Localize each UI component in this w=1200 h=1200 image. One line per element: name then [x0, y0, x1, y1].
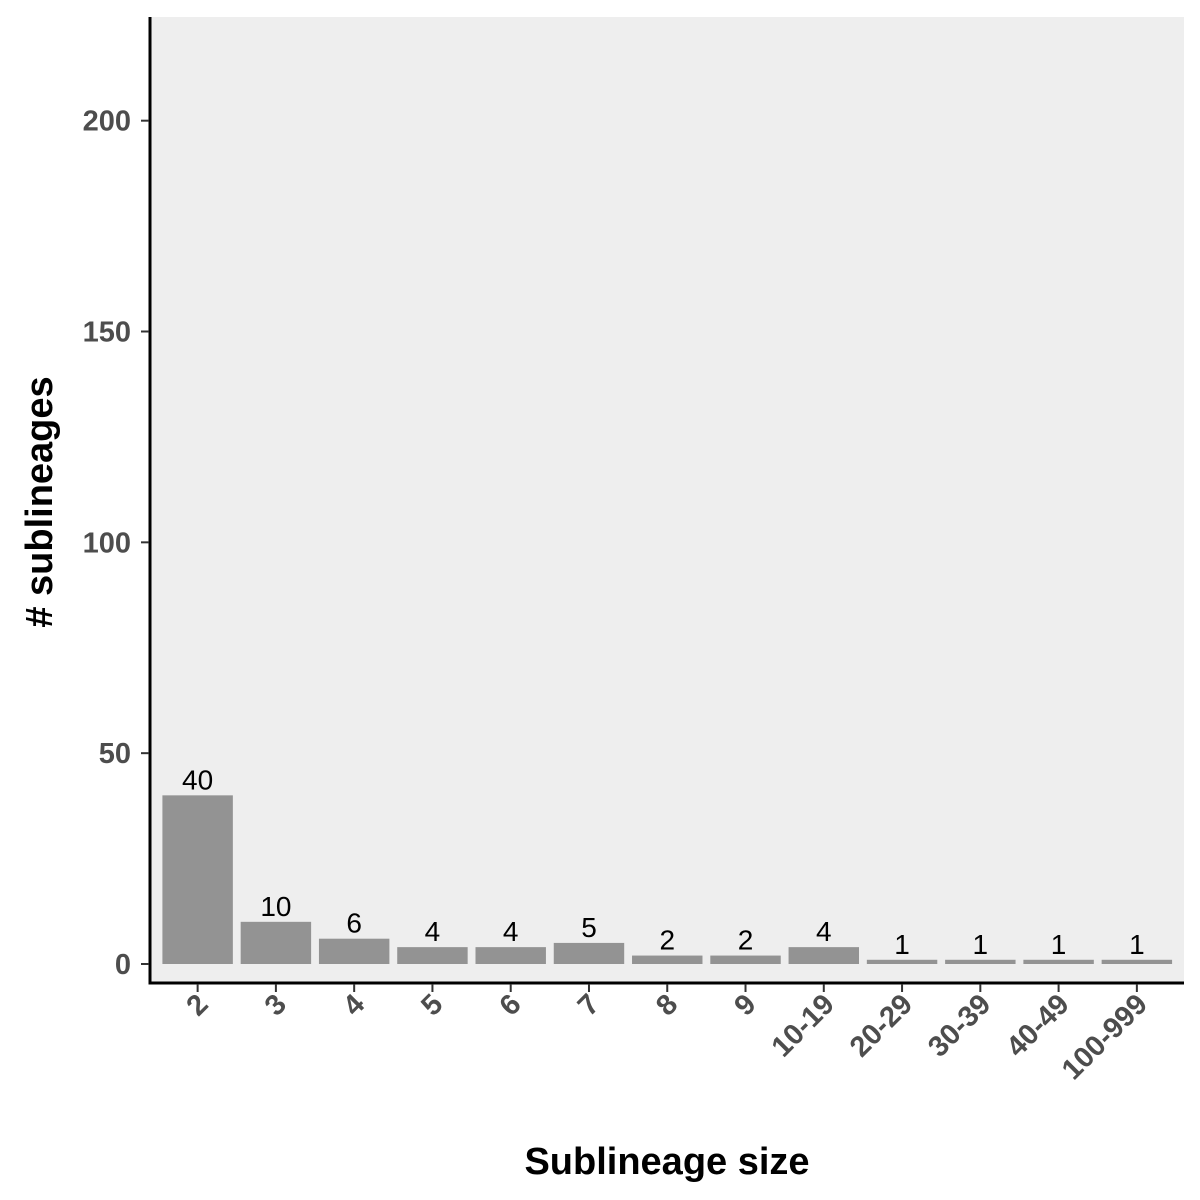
bar-labels: 40 10 6 4 4 5 2 2 4 1 1 1 1 — [182, 764, 1145, 959]
y-ticks: 0 50 100 150 200 — [83, 106, 149, 981]
bar-value-label: 6 — [346, 908, 362, 939]
x-tick-label: 10-19 — [766, 988, 841, 1063]
bar-9 — [710, 955, 781, 964]
x-axis-title: Sublineage size — [524, 1141, 809, 1183]
x-tick-label: 20-29 — [844, 988, 919, 1063]
bar-value-label: 2 — [738, 925, 754, 956]
bars — [162, 795, 1173, 964]
bar-value-label: 10 — [260, 891, 291, 922]
bar-value-label: 4 — [425, 916, 441, 947]
bar-30-39 — [945, 959, 1016, 964]
x-tick-label: 7 — [572, 988, 606, 1022]
bar-40-49 — [1023, 959, 1094, 964]
x-tick-label: 40-49 — [1000, 988, 1075, 1063]
bar-value-label: 40 — [182, 764, 213, 795]
x-tick-label: 30-39 — [922, 988, 997, 1063]
plot-panel — [150, 17, 1184, 983]
bar-value-label: 1 — [894, 929, 910, 960]
bar-value-label: 1 — [1129, 929, 1145, 960]
bar-100-999 — [1101, 959, 1173, 964]
x-tick-label: 9 — [728, 988, 762, 1022]
bar-8 — [632, 955, 703, 964]
bar-value-label: 4 — [503, 916, 519, 947]
y-tick-label: 200 — [83, 106, 131, 138]
bar-20-29 — [866, 959, 938, 964]
y-tick-label: 50 — [99, 738, 131, 770]
bar-5 — [397, 947, 468, 964]
bar-value-label: 4 — [816, 916, 832, 947]
bar-10-19 — [788, 947, 860, 964]
x-tick-label: 5 — [415, 988, 449, 1022]
x-tick-label: 6 — [494, 988, 528, 1022]
y-tick-label: 150 — [83, 317, 131, 349]
y-axis-title: # sublineages — [19, 376, 61, 627]
x-tick-label: 2 — [181, 988, 215, 1022]
x-tick-label: 100-999 — [1056, 988, 1154, 1086]
bar-3 — [240, 921, 312, 964]
bar-value-label: 1 — [1051, 929, 1067, 960]
x-tick-label: 3 — [259, 988, 293, 1022]
bar-7 — [553, 942, 625, 964]
bar-value-label: 1 — [973, 929, 989, 960]
bar-value-label: 2 — [659, 925, 675, 956]
x-tick-label: 8 — [650, 988, 684, 1022]
bar-2 — [162, 795, 233, 964]
x-tick-label: 4 — [337, 988, 371, 1022]
y-tick-label: 0 — [115, 949, 131, 981]
bar-4 — [318, 938, 390, 964]
bar-6 — [475, 947, 546, 964]
bar-value-label: 5 — [581, 912, 597, 943]
y-tick-label: 100 — [83, 527, 131, 559]
